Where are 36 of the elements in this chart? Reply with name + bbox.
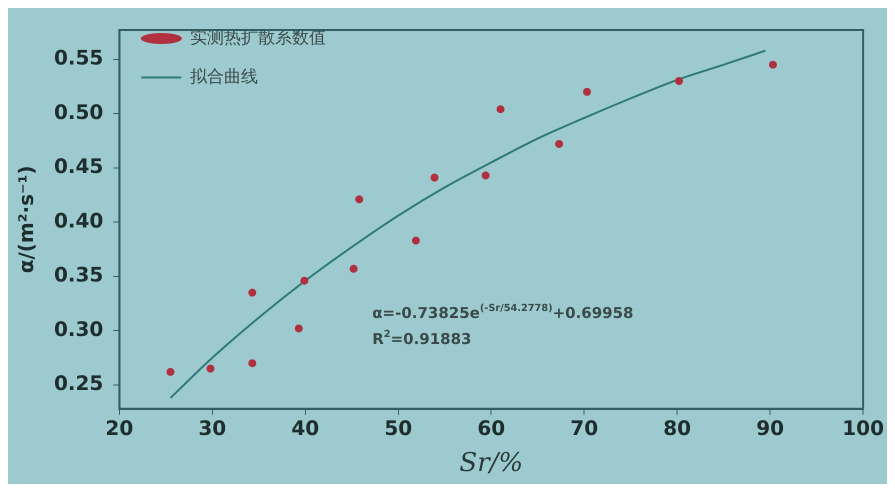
x-tick-label: 30 [198, 416, 226, 440]
y-tick-label: 0.25 [54, 371, 104, 396]
legend-label: 拟合曲线 [190, 66, 258, 87]
y-tick-label: 0.55 [54, 46, 104, 70]
y-tick-label: 0.50 [54, 100, 104, 124]
x-axis-title: Sr/% [459, 448, 524, 478]
point [248, 359, 256, 368]
point [355, 195, 364, 204]
x-tick-label: 50 [384, 416, 412, 440]
point [768, 60, 777, 69]
x-tick-label: 40 [291, 416, 320, 440]
y-axis-title: α/(m²·s⁻¹) [14, 166, 38, 274]
point [412, 236, 420, 245]
x-tick-label: 60 [477, 416, 506, 440]
point [166, 368, 174, 376]
x-tick-label: 100 [842, 416, 884, 440]
point [300, 276, 308, 285]
x-tick-label: 70 [570, 416, 598, 440]
y-tick-label: 0.40 [54, 208, 104, 232]
point [294, 324, 303, 332]
x-tick-label: 90 [756, 416, 784, 440]
y-tick-label: 0.35 [54, 262, 104, 287]
point [430, 174, 439, 182]
x-tick-label: 20 [105, 416, 134, 440]
point [350, 264, 358, 273]
x-tick-label: 80 [663, 416, 692, 440]
point [675, 77, 684, 86]
point [482, 171, 490, 180]
point [248, 288, 256, 297]
point [555, 140, 564, 148]
line-series [169, 50, 767, 399]
point [496, 105, 505, 114]
point [582, 88, 591, 96]
point [206, 364, 214, 373]
y-tick-label: 0.45 [54, 154, 104, 178]
y-tick-label: 0.30 [54, 316, 104, 341]
